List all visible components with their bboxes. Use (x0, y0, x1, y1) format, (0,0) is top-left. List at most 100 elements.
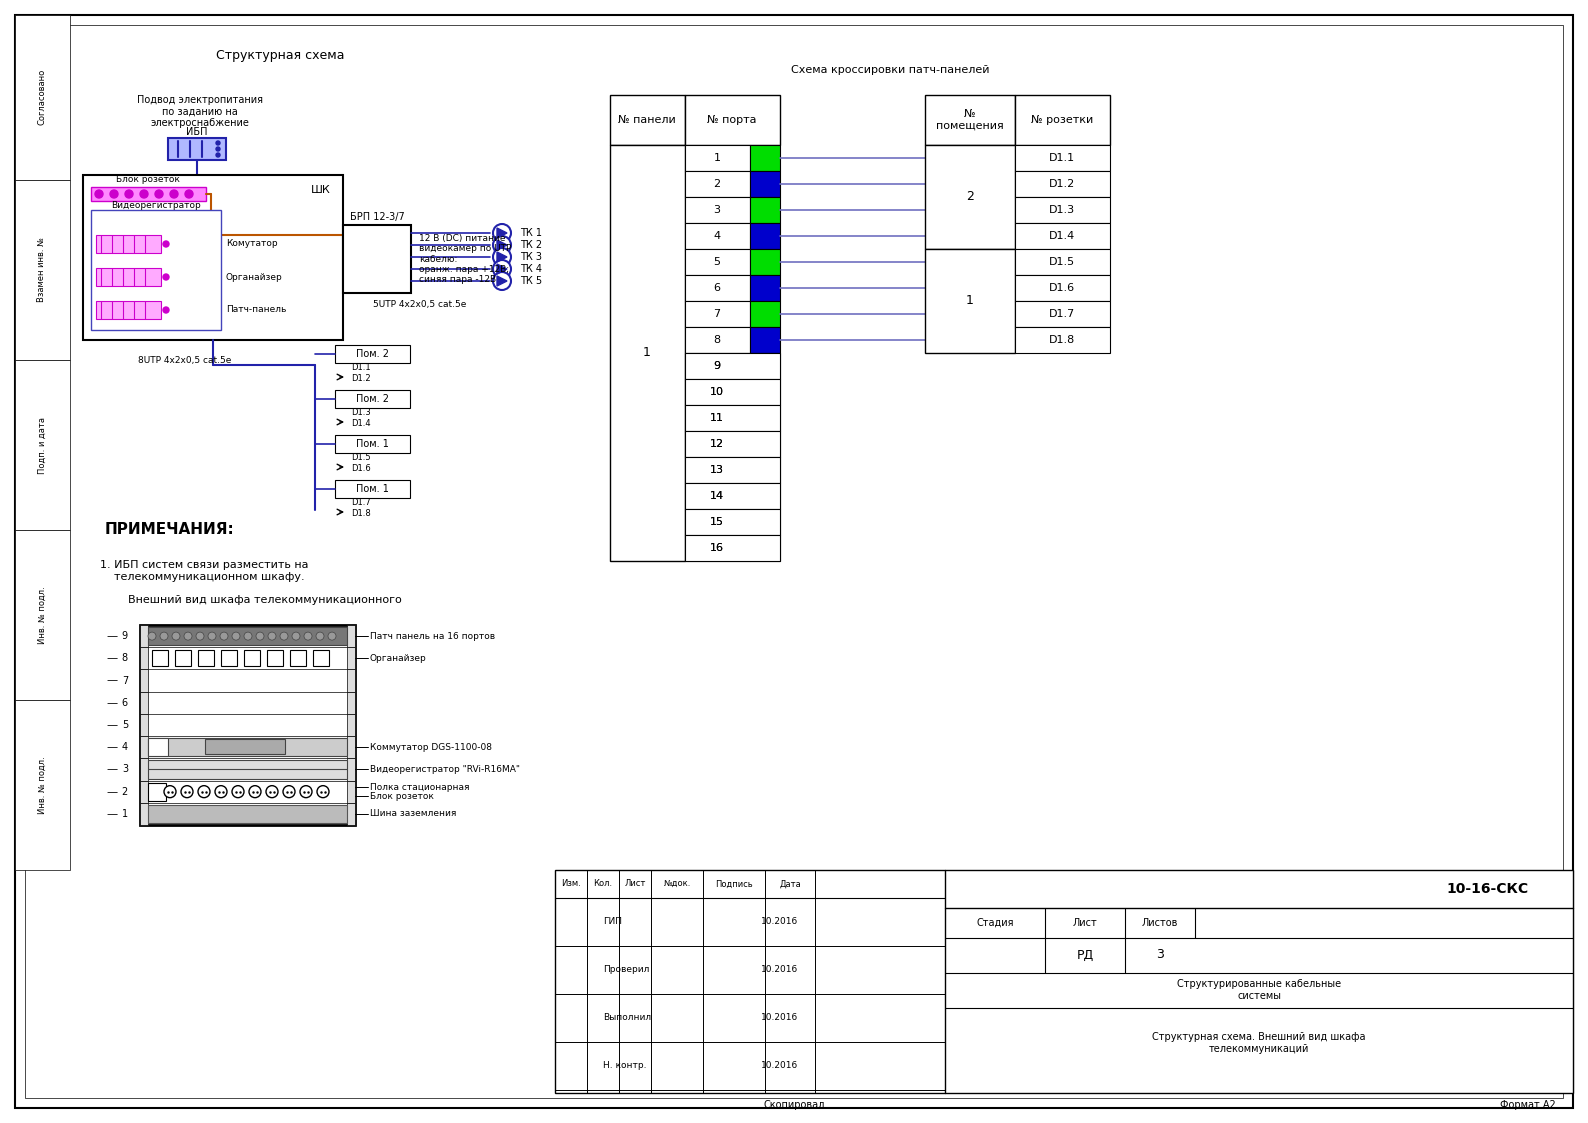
Bar (684, 431, 780, 457)
Circle shape (195, 632, 203, 640)
Text: 16: 16 (710, 544, 724, 553)
Text: Структурная схема: Структурная схема (216, 48, 345, 62)
Bar (684, 378, 750, 405)
Bar (313, 650, 329, 666)
Text: D1.3
D1.4: D1.3 D1.4 (351, 409, 370, 428)
Text: ТК 2: ТК 2 (519, 240, 542, 250)
Polygon shape (497, 252, 507, 262)
Bar (14, 180, 70, 360)
Bar (343, 225, 411, 293)
Text: 5: 5 (713, 257, 721, 267)
Bar (750, 249, 780, 275)
Text: 2: 2 (966, 191, 973, 203)
Text: Изм.: Изм. (561, 879, 581, 888)
Bar (750, 171, 780, 197)
Circle shape (279, 632, 287, 640)
Bar (684, 301, 750, 327)
Text: Стадия: Стадия (977, 917, 1013, 928)
Bar (1015, 223, 1110, 249)
Text: —: — (106, 697, 118, 707)
Bar (245, 650, 260, 666)
Circle shape (492, 248, 511, 266)
Circle shape (256, 632, 264, 640)
Circle shape (245, 632, 252, 640)
Text: Скопировал: Скопировал (764, 1101, 824, 1110)
Bar (348, 692, 356, 714)
Bar (140, 803, 148, 825)
Bar (750, 353, 780, 378)
Bar (140, 626, 356, 825)
Circle shape (181, 786, 194, 797)
Text: D1.7: D1.7 (1050, 309, 1075, 319)
Bar (140, 669, 148, 692)
Circle shape (214, 786, 227, 797)
Circle shape (316, 632, 324, 640)
Circle shape (492, 261, 511, 279)
Circle shape (216, 141, 221, 145)
Circle shape (172, 632, 179, 640)
Text: ШК: ШК (311, 185, 330, 195)
Bar (684, 249, 750, 275)
Text: Органайзер: Органайзер (370, 654, 427, 663)
Text: Кол.: Кол. (594, 879, 613, 888)
Text: 10.2016: 10.2016 (761, 966, 799, 975)
Circle shape (303, 632, 311, 640)
Bar (684, 353, 780, 378)
Circle shape (292, 632, 300, 640)
Text: Органайзер: Органайзер (225, 273, 283, 282)
Circle shape (492, 223, 511, 241)
Text: №
помещения: № помещения (935, 109, 1004, 130)
Text: Листов: Листов (1142, 917, 1178, 928)
Text: 10-16-СКС: 10-16-СКС (1447, 882, 1529, 896)
Bar (221, 650, 237, 666)
Bar (684, 535, 750, 562)
Text: 9: 9 (122, 631, 129, 641)
Text: Структурная схема. Внешний вид шкафа
телекоммуникаций: Структурная схема. Внешний вид шкафа тел… (1153, 1032, 1366, 1053)
Text: Патч панель на 16 портов: Патч панель на 16 портов (370, 631, 495, 640)
Bar (684, 327, 750, 353)
Text: D1.7
D1.8: D1.7 D1.8 (351, 499, 370, 518)
Text: ТК 4: ТК 4 (519, 264, 542, 274)
Bar (684, 145, 750, 171)
Text: № панели: № панели (618, 115, 676, 125)
Text: Внешний вид шкафа телекоммуникационного: Внешний вид шкафа телекоммуникационного (129, 595, 402, 605)
Circle shape (95, 190, 103, 198)
Text: Пом. 2: Пом. 2 (356, 394, 389, 404)
Bar (750, 535, 780, 562)
Bar (14, 700, 70, 870)
Text: D1.1
D1.2: D1.1 D1.2 (351, 364, 370, 383)
Text: Дата: Дата (780, 879, 800, 888)
Text: Инв. № подл.: Инв. № подл. (38, 756, 46, 814)
Text: —: — (106, 765, 118, 775)
Text: 15: 15 (710, 517, 724, 527)
Text: 10.2016: 10.2016 (761, 917, 799, 926)
Bar (1015, 327, 1110, 353)
Bar (83, 175, 343, 340)
Text: Взамен инв. №: Взамен инв. № (38, 238, 46, 302)
Bar (348, 780, 356, 803)
Text: Подп. и дата: Подп. и дата (38, 417, 46, 474)
Circle shape (492, 236, 511, 254)
Text: Видеорегистратор "RVi-R16MA": Видеорегистратор "RVi-R16MA" (370, 765, 519, 774)
Text: 12: 12 (710, 439, 724, 449)
Text: № розетки: № розетки (1031, 115, 1093, 125)
Bar (1015, 249, 1110, 275)
Bar (335, 390, 410, 408)
Circle shape (164, 241, 168, 247)
Bar (684, 457, 780, 483)
Text: 9: 9 (713, 360, 721, 371)
Circle shape (300, 786, 311, 797)
Text: Формат А2: Формат А2 (1501, 1101, 1556, 1110)
Text: 16: 16 (710, 544, 724, 553)
Bar (924, 249, 1015, 353)
Bar (684, 197, 750, 223)
Bar (95, 268, 160, 286)
Circle shape (232, 786, 245, 797)
Text: 10: 10 (710, 387, 724, 398)
Text: 2: 2 (122, 787, 129, 796)
Bar (91, 188, 206, 201)
Circle shape (184, 190, 194, 198)
Circle shape (221, 632, 229, 640)
Bar (148, 783, 167, 801)
Bar (140, 692, 148, 714)
